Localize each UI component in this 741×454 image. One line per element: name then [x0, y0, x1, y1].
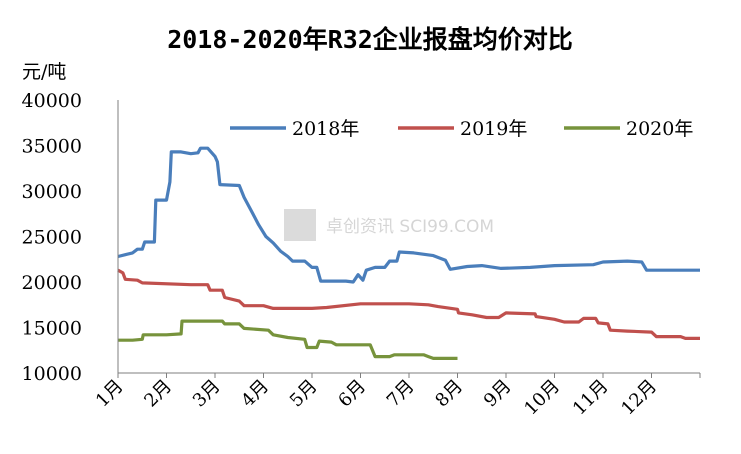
y-tick-label: 20000 — [22, 272, 82, 294]
series-line-3 — [118, 319, 458, 360]
watermark-text: 卓创资讯 SCI99.COM — [326, 217, 494, 237]
series-line-2 — [117, 268, 700, 340]
y-tick-label: 30000 — [22, 181, 82, 203]
legend-label: 2018年 — [292, 118, 359, 140]
chart-title: 2018-2020年R32企业报盘均价对比 — [167, 25, 573, 54]
y-tick-label: 35000 — [22, 136, 82, 158]
y-tick-label: 25000 — [22, 227, 82, 249]
legend-label: 2020年 — [626, 118, 693, 140]
series-line-1 — [117, 146, 700, 284]
y-tick-label: 10000 — [22, 363, 82, 385]
legend: 2018年 2019年 2020年 — [230, 118, 693, 140]
watermark-logo — [284, 209, 316, 241]
legend-label: 2019年 — [460, 118, 527, 140]
plot-area — [117, 146, 700, 360]
y-axis: 40000 35000 30000 25000 20000 15000 10000 — [22, 90, 119, 385]
y-tick-label: 15000 — [22, 318, 82, 340]
y-tick-label: 40000 — [22, 90, 82, 112]
y-axis-unit-label: 元/吨 — [22, 61, 66, 83]
watermark: 卓创资讯 SCI99.COM — [284, 209, 494, 241]
